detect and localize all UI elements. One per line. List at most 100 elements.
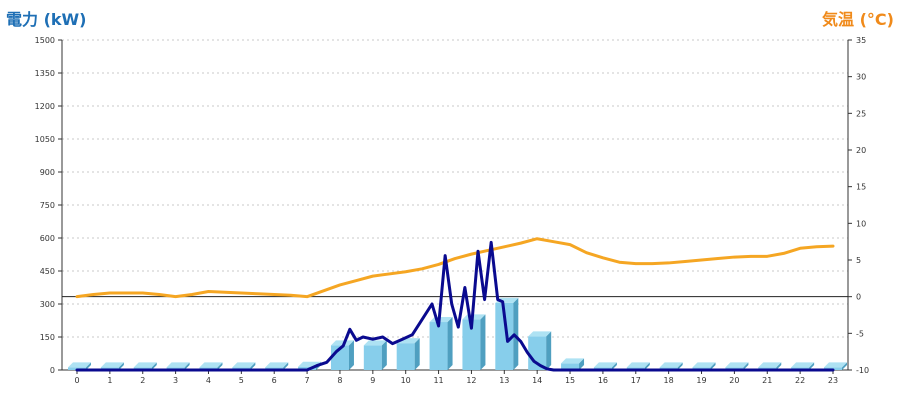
x-tick-label: 17 bbox=[631, 376, 641, 385]
power-bar-top bbox=[824, 362, 847, 368]
x-tick-label: 15 bbox=[565, 376, 575, 385]
right-tick-label: -5 bbox=[856, 329, 864, 338]
power-bar-top bbox=[692, 362, 716, 368]
power-bar-top bbox=[330, 340, 354, 346]
x-tick-label: 23 bbox=[828, 376, 838, 385]
power-bar bbox=[561, 363, 580, 370]
power-bar-top bbox=[100, 362, 124, 368]
right-tick-label: 25 bbox=[856, 109, 866, 118]
x-tick-label: 10 bbox=[401, 376, 411, 385]
x-tick-label: 7 bbox=[305, 376, 310, 385]
power-bar-top bbox=[232, 362, 256, 368]
power-bar bbox=[462, 319, 481, 370]
power-bar bbox=[363, 345, 382, 370]
x-tick-label: 8 bbox=[337, 376, 342, 385]
power-bar-side bbox=[447, 317, 453, 370]
x-tick-label: 3 bbox=[173, 376, 178, 385]
power-bar-side bbox=[250, 362, 256, 370]
power-bar-side bbox=[414, 338, 420, 370]
x-tick-label: 13 bbox=[499, 376, 509, 385]
power-bar bbox=[298, 366, 317, 370]
power-bar-side bbox=[809, 362, 815, 370]
power-bar-side bbox=[86, 362, 91, 370]
power-bar-top bbox=[166, 362, 190, 368]
left-tick-label: 300 bbox=[40, 300, 55, 309]
x-tick-label: 20 bbox=[729, 376, 739, 385]
power-bar-top bbox=[199, 362, 223, 368]
x-tick-label: 21 bbox=[762, 376, 772, 385]
power-bar-side bbox=[546, 331, 552, 370]
left-tick-label: 150 bbox=[40, 333, 55, 342]
x-tick-label: 22 bbox=[795, 376, 805, 385]
power-bar-side bbox=[283, 362, 289, 370]
x-tick-label: 19 bbox=[696, 376, 706, 385]
x-tick-label: 4 bbox=[206, 376, 211, 385]
right-tick-label: 5 bbox=[856, 256, 861, 265]
x-tick-label: 0 bbox=[74, 376, 79, 385]
power-bar-top bbox=[265, 362, 289, 368]
right-tick-label: 0 bbox=[856, 293, 861, 302]
power-bar-side bbox=[842, 362, 847, 370]
power-bar-top bbox=[626, 362, 650, 368]
power-bar-side bbox=[513, 297, 519, 370]
power-bar-top bbox=[791, 362, 815, 368]
power-bar-side bbox=[217, 362, 223, 370]
right-tick-label: 20 bbox=[856, 146, 866, 155]
left-tick-label: 750 bbox=[40, 201, 55, 210]
left-axis-title: 電力 (kW) bbox=[6, 10, 87, 29]
power-bar-top bbox=[528, 331, 552, 337]
power-bar-side bbox=[381, 340, 387, 370]
right-tick-label: 10 bbox=[856, 219, 866, 228]
power-bar-top bbox=[758, 362, 782, 368]
power-bar-side bbox=[348, 340, 354, 370]
power-bar-top bbox=[363, 340, 387, 346]
x-tick-label: 5 bbox=[239, 376, 244, 385]
left-tick-label: 1200 bbox=[35, 102, 55, 111]
power-bar-top bbox=[725, 362, 749, 368]
power-bar-side bbox=[118, 362, 124, 370]
power-bar-side bbox=[579, 358, 585, 370]
left-tick-label: 1050 bbox=[35, 135, 55, 144]
power-bar bbox=[396, 343, 415, 370]
power-bar-side bbox=[480, 314, 486, 370]
x-tick-label: 11 bbox=[433, 376, 443, 385]
temperature-line bbox=[75, 237, 835, 299]
right-tick-label: 15 bbox=[856, 183, 866, 192]
power-bar-top bbox=[659, 362, 683, 368]
power-bar-top bbox=[561, 358, 585, 364]
x-tick-label: 9 bbox=[370, 376, 375, 385]
power-bar bbox=[495, 302, 514, 370]
x-tick-label: 2 bbox=[140, 376, 145, 385]
left-tick-label: 1500 bbox=[35, 36, 55, 45]
x-tick-label: 16 bbox=[598, 376, 608, 385]
left-tick-label: 600 bbox=[40, 234, 55, 243]
left-tick-label: 450 bbox=[40, 267, 55, 276]
x-tick-label: 6 bbox=[272, 376, 277, 385]
right-tick-label: -10 bbox=[856, 366, 869, 375]
right-tick-label: 30 bbox=[856, 73, 866, 82]
left-tick-label: 1350 bbox=[35, 69, 55, 78]
x-tick-label: 18 bbox=[664, 376, 674, 385]
right-axis-title: 気温 (°C) bbox=[822, 10, 894, 29]
left-tick-label: 900 bbox=[40, 168, 55, 177]
power-demand-line bbox=[75, 240, 835, 372]
x-tick-label: 12 bbox=[466, 376, 476, 385]
power-bar-side bbox=[151, 362, 157, 370]
power-bar-side bbox=[743, 362, 749, 370]
power-bar-top bbox=[68, 362, 91, 368]
power-bar-side bbox=[184, 362, 190, 370]
power-bar-side bbox=[644, 362, 650, 370]
left-tick-label: 0 bbox=[50, 366, 55, 375]
power-bar-side bbox=[677, 362, 683, 370]
x-tick-label: 1 bbox=[107, 376, 112, 385]
power-bar-side bbox=[776, 362, 782, 370]
power-bar-side bbox=[710, 362, 716, 370]
power-bar-side bbox=[611, 362, 617, 370]
power-bar-top bbox=[593, 362, 617, 368]
power-bar-top bbox=[133, 362, 157, 368]
x-tick-label: 14 bbox=[532, 376, 542, 385]
power-bar bbox=[429, 322, 448, 370]
right-tick-label: 35 bbox=[856, 36, 866, 45]
